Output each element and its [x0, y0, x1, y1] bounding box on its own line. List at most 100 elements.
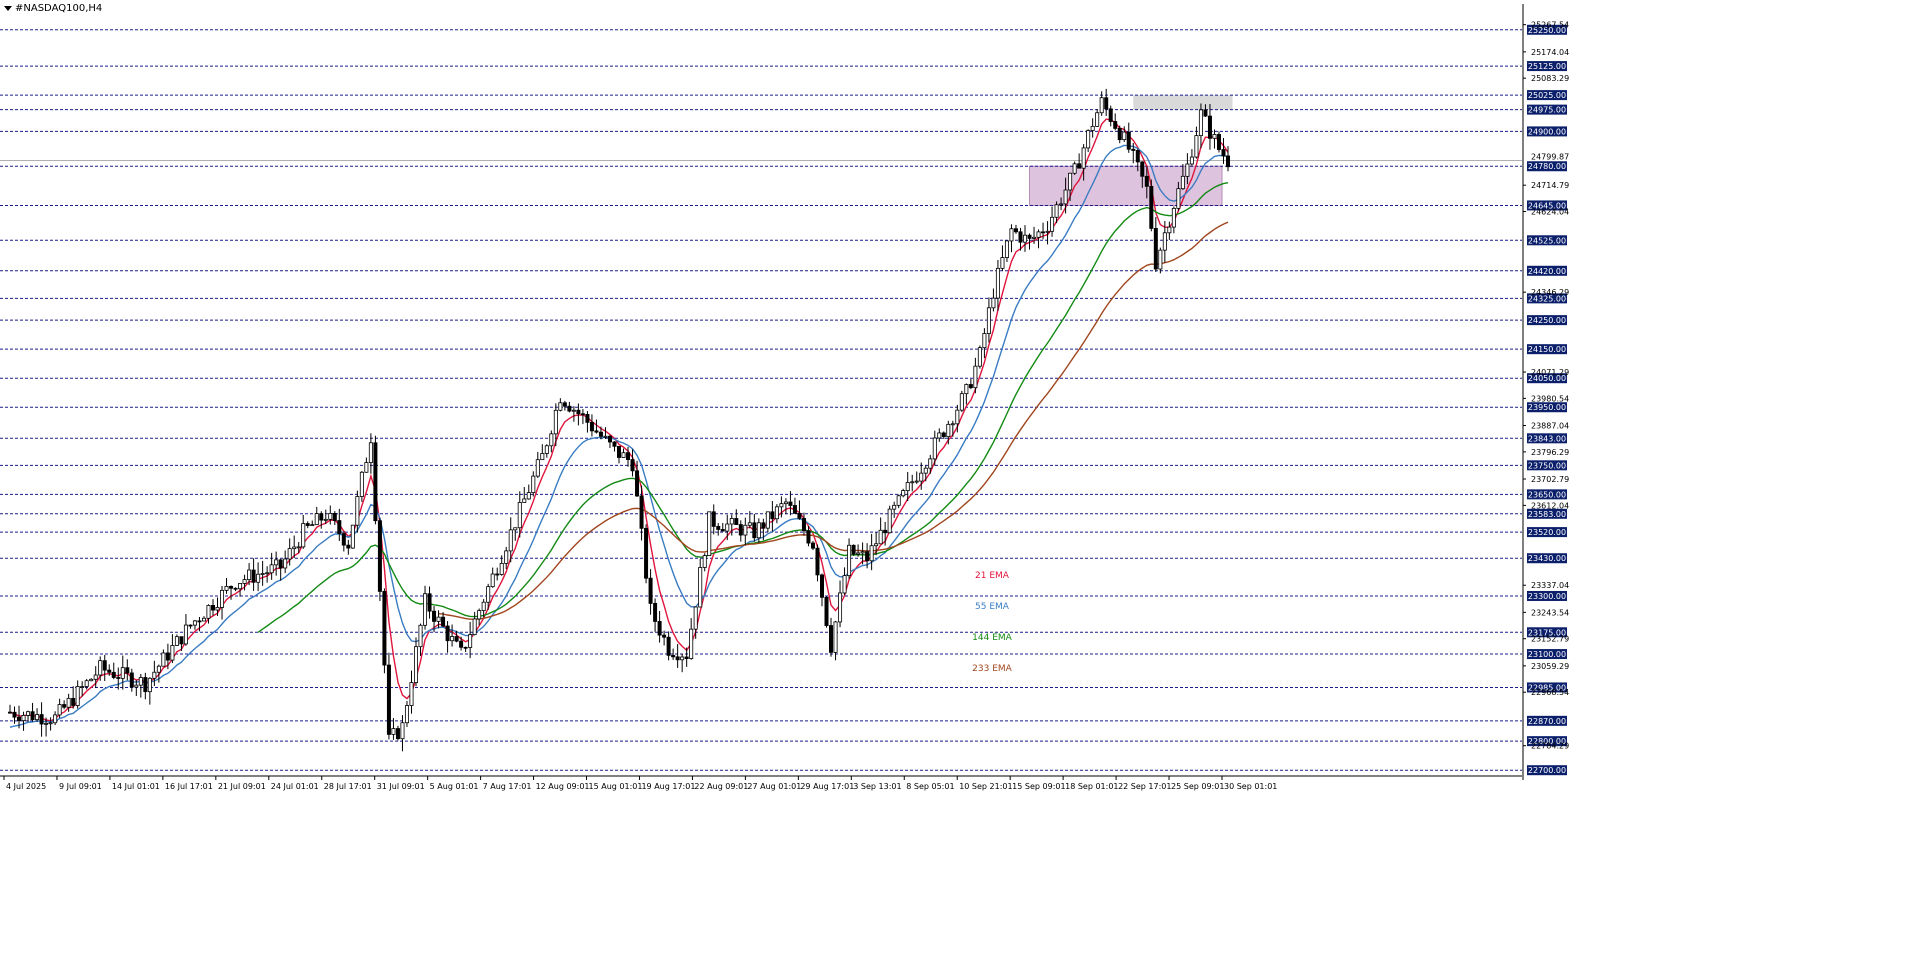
chevron-down-icon[interactable]: [4, 6, 12, 11]
candle-body: [815, 547, 820, 576]
candle-body: [1086, 130, 1091, 149]
candle-body: [612, 441, 617, 447]
time-tick-label: 14 Jul 01:01: [112, 782, 160, 791]
level-label: 25025.00: [1528, 91, 1566, 100]
time-tick-label: 29 Aug 17:01: [800, 782, 854, 791]
candle-body: [251, 569, 256, 583]
candle-body: [35, 714, 40, 721]
price-tick-label: 24071.29: [1531, 368, 1569, 377]
candle-body: [621, 452, 626, 458]
candle-body: [1023, 234, 1028, 243]
candle-body: [603, 435, 608, 438]
candle-body: [932, 437, 937, 460]
level-box: [1527, 553, 1567, 564]
candle-body: [901, 490, 906, 497]
price-tick-label: 24624.04: [1531, 208, 1569, 217]
candle-body: [238, 583, 243, 590]
candle-body: [346, 544, 351, 549]
candle-body: [450, 636, 455, 642]
candle-body: [66, 697, 71, 708]
candle-body: [490, 573, 495, 588]
time-tick-label: 3 Sep 13:01: [853, 782, 901, 791]
time-tick-label: 10 Sep 21:01: [959, 782, 1012, 791]
level-label: 23300.00: [1528, 592, 1566, 601]
level-label: 24420.00: [1528, 267, 1566, 276]
candle-body: [580, 413, 585, 416]
candle-body: [576, 409, 581, 415]
candle-body: [635, 470, 640, 497]
candle-body: [1063, 189, 1068, 205]
level-box: [1527, 649, 1567, 660]
candle-body: [910, 481, 915, 484]
candle-body: [26, 711, 31, 716]
candle-body: [702, 555, 707, 568]
candle-body: [684, 656, 689, 659]
candle-body: [1198, 109, 1203, 137]
level-box: [1527, 489, 1567, 500]
candle-body: [1167, 226, 1172, 234]
candle-body: [301, 523, 306, 548]
candle-body: [838, 592, 843, 623]
candle-body: [1009, 228, 1014, 242]
candle-body: [247, 569, 252, 581]
level-box: [1527, 161, 1567, 172]
candle-body: [905, 482, 910, 491]
candle-body: [161, 652, 166, 667]
candle-body: [1194, 135, 1199, 158]
candle-body: [382, 591, 387, 666]
level-box: [1527, 200, 1567, 211]
candle-body: [138, 677, 143, 686]
time-tick-label: 21 Jul 09:01: [218, 782, 266, 791]
candle-body: [310, 524, 315, 527]
candle-body: [481, 601, 486, 611]
candle-body: [332, 512, 337, 521]
price-tick-label: 23059.29: [1531, 662, 1569, 671]
candle-body: [973, 365, 978, 389]
candle-body: [1090, 125, 1095, 131]
candle-body: [183, 624, 188, 645]
candle-body: [653, 603, 658, 622]
candle-body: [459, 640, 464, 648]
candle-body: [1126, 131, 1131, 150]
price-tick-label: 23796.29: [1531, 448, 1569, 457]
candle-body: [1004, 240, 1009, 258]
candle-body: [1013, 228, 1018, 233]
candle-body: [93, 674, 98, 680]
level-label: 22870.00: [1528, 717, 1566, 726]
candle-body: [747, 522, 752, 526]
candle-body: [120, 667, 125, 679]
candle-body: [734, 518, 739, 525]
level-box: [1527, 590, 1567, 601]
level-label: 23750.00: [1528, 461, 1566, 470]
candle-body: [630, 459, 635, 472]
zones-layer: [1029, 95, 1233, 206]
candle-body: [607, 435, 612, 443]
legend-21-ema: 21 EMA: [975, 571, 1010, 581]
candle-body: [1122, 131, 1127, 141]
candle-body: [959, 393, 964, 411]
candle-body: [1081, 147, 1086, 169]
candle-body: [1099, 97, 1104, 114]
candle-body: [1153, 227, 1158, 270]
candle-body: [774, 506, 779, 520]
level-box: [1527, 90, 1567, 101]
candle-body: [1068, 172, 1073, 191]
candle-body: [292, 546, 297, 550]
ema-legend: 21 EMA 55 EMA 144 EMA 233 EMA: [972, 571, 1012, 674]
candle-body: [508, 529, 513, 552]
chart-title-bar[interactable]: #NASDAQ100,H4: [4, 3, 102, 14]
candle-body: [413, 646, 418, 684]
candle-body: [644, 527, 649, 579]
time-tick-label: 5 Aug 01:01: [430, 782, 479, 791]
level-box: [1527, 736, 1567, 747]
candle-body: [950, 423, 955, 426]
level-label: 24900.00: [1528, 127, 1566, 136]
time-tick-label: 4 Jul 2025: [6, 782, 46, 791]
candle-body: [657, 621, 662, 636]
candle-body: [111, 671, 116, 678]
candle-body: [265, 572, 270, 575]
level-label: 24325.00: [1528, 294, 1566, 303]
candle-body: [729, 518, 734, 525]
